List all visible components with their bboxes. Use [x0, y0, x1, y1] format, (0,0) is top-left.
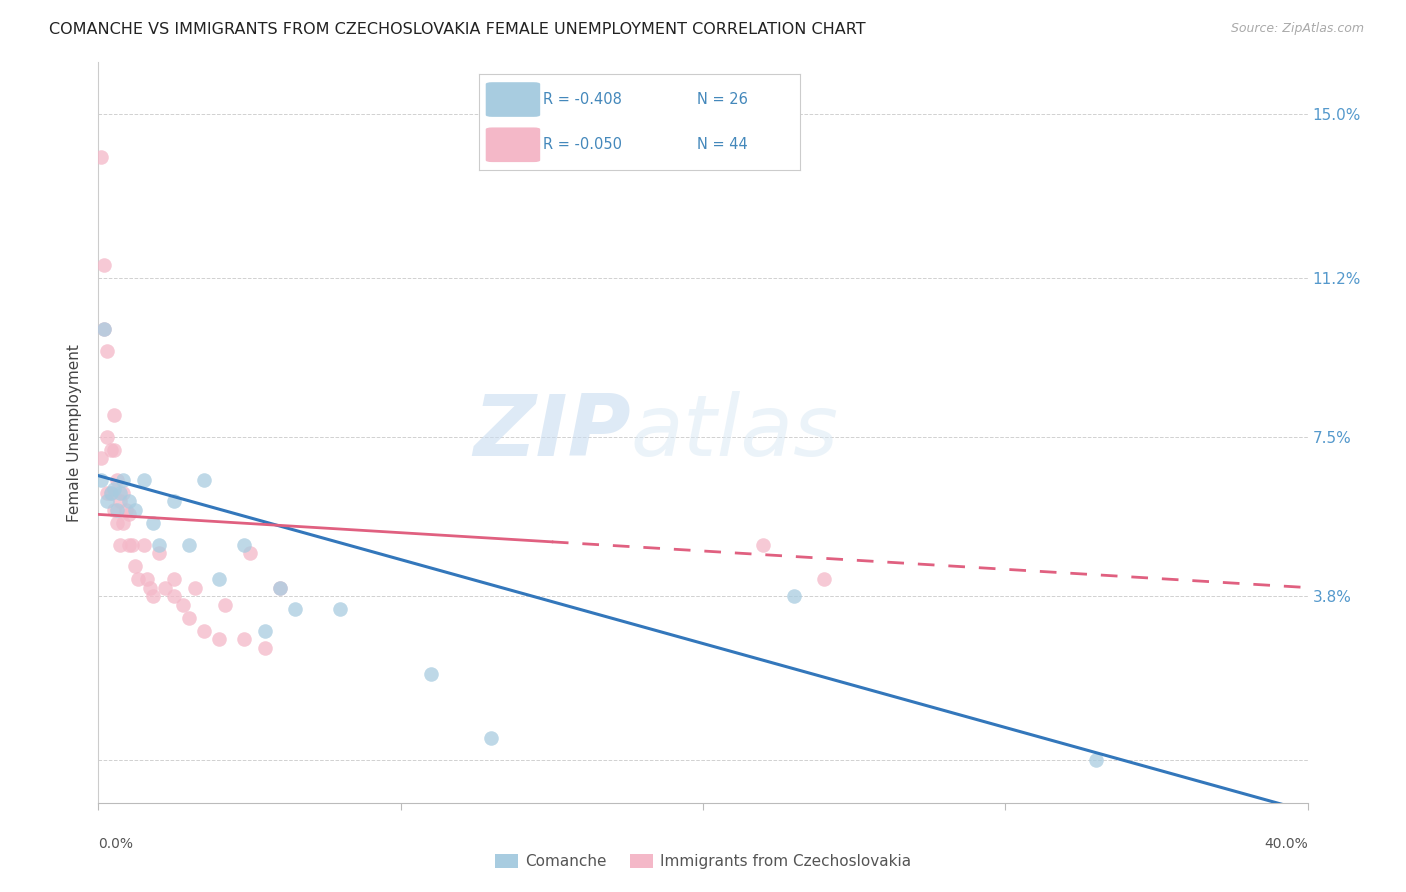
Point: [93, 258, 115, 272]
Point: [105, 516, 128, 530]
Point: [105, 473, 128, 487]
Point: [132, 537, 155, 551]
Point: [208, 572, 231, 586]
Point: [142, 589, 165, 603]
Point: [124, 503, 146, 517]
Point: [269, 581, 291, 595]
Point: [132, 473, 155, 487]
Y-axis label: Female Unemployment: Female Unemployment: [67, 343, 83, 522]
Point: [163, 589, 186, 603]
Point: [208, 632, 231, 647]
Point: [103, 442, 125, 457]
Point: [193, 624, 215, 638]
Point: [90, 150, 112, 164]
Point: [103, 409, 125, 423]
Point: [163, 494, 186, 508]
Point: [232, 537, 254, 551]
Point: [96, 343, 118, 358]
Point: [253, 624, 276, 638]
Point: [163, 572, 186, 586]
Point: [108, 537, 131, 551]
Point: [420, 666, 443, 681]
Point: [118, 537, 141, 551]
Point: [93, 322, 115, 336]
Point: [193, 473, 215, 487]
Point: [752, 537, 775, 551]
Point: [100, 486, 122, 500]
Point: [148, 546, 170, 560]
Point: [813, 572, 835, 586]
Text: 40.0%: 40.0%: [1264, 838, 1308, 851]
Point: [124, 559, 146, 574]
Point: [108, 486, 131, 500]
Point: [179, 611, 201, 625]
Point: [118, 494, 141, 508]
Point: [284, 602, 307, 616]
Point: [114, 503, 136, 517]
Point: [153, 581, 176, 595]
Point: [96, 430, 118, 444]
Point: [127, 572, 149, 586]
Point: [111, 473, 134, 487]
Point: [481, 731, 503, 746]
Point: [100, 442, 122, 457]
Point: [90, 451, 112, 466]
Point: [172, 598, 194, 612]
Point: [179, 537, 201, 551]
Text: Source: ZipAtlas.com: Source: ZipAtlas.com: [1230, 22, 1364, 36]
Point: [239, 546, 262, 560]
Point: [90, 473, 112, 487]
Point: [96, 486, 118, 500]
Point: [184, 581, 207, 595]
Legend: Comanche, Immigrants from Czechoslovakia: Comanche, Immigrants from Czechoslovakia: [488, 848, 918, 875]
Point: [135, 572, 157, 586]
Point: [108, 494, 131, 508]
Text: ZIP: ZIP: [472, 391, 630, 475]
Point: [103, 482, 125, 496]
Point: [118, 508, 141, 522]
Text: 0.0%: 0.0%: [98, 838, 134, 851]
Point: [100, 486, 122, 500]
Text: COMANCHE VS IMMIGRANTS FROM CZECHOSLOVAKIA FEMALE UNEMPLOYMENT CORRELATION CHART: COMANCHE VS IMMIGRANTS FROM CZECHOSLOVAK…: [49, 22, 866, 37]
Point: [96, 494, 118, 508]
Point: [111, 516, 134, 530]
Point: [232, 632, 254, 647]
Point: [105, 503, 128, 517]
Point: [329, 602, 352, 616]
Point: [111, 486, 134, 500]
Point: [269, 581, 291, 595]
Point: [783, 589, 806, 603]
Point: [214, 598, 236, 612]
Point: [142, 516, 165, 530]
Point: [93, 322, 115, 336]
Text: atlas: atlas: [630, 391, 838, 475]
Point: [103, 503, 125, 517]
Point: [139, 581, 162, 595]
Point: [1085, 753, 1108, 767]
Point: [253, 640, 276, 655]
Point: [148, 537, 170, 551]
Point: [121, 537, 143, 551]
